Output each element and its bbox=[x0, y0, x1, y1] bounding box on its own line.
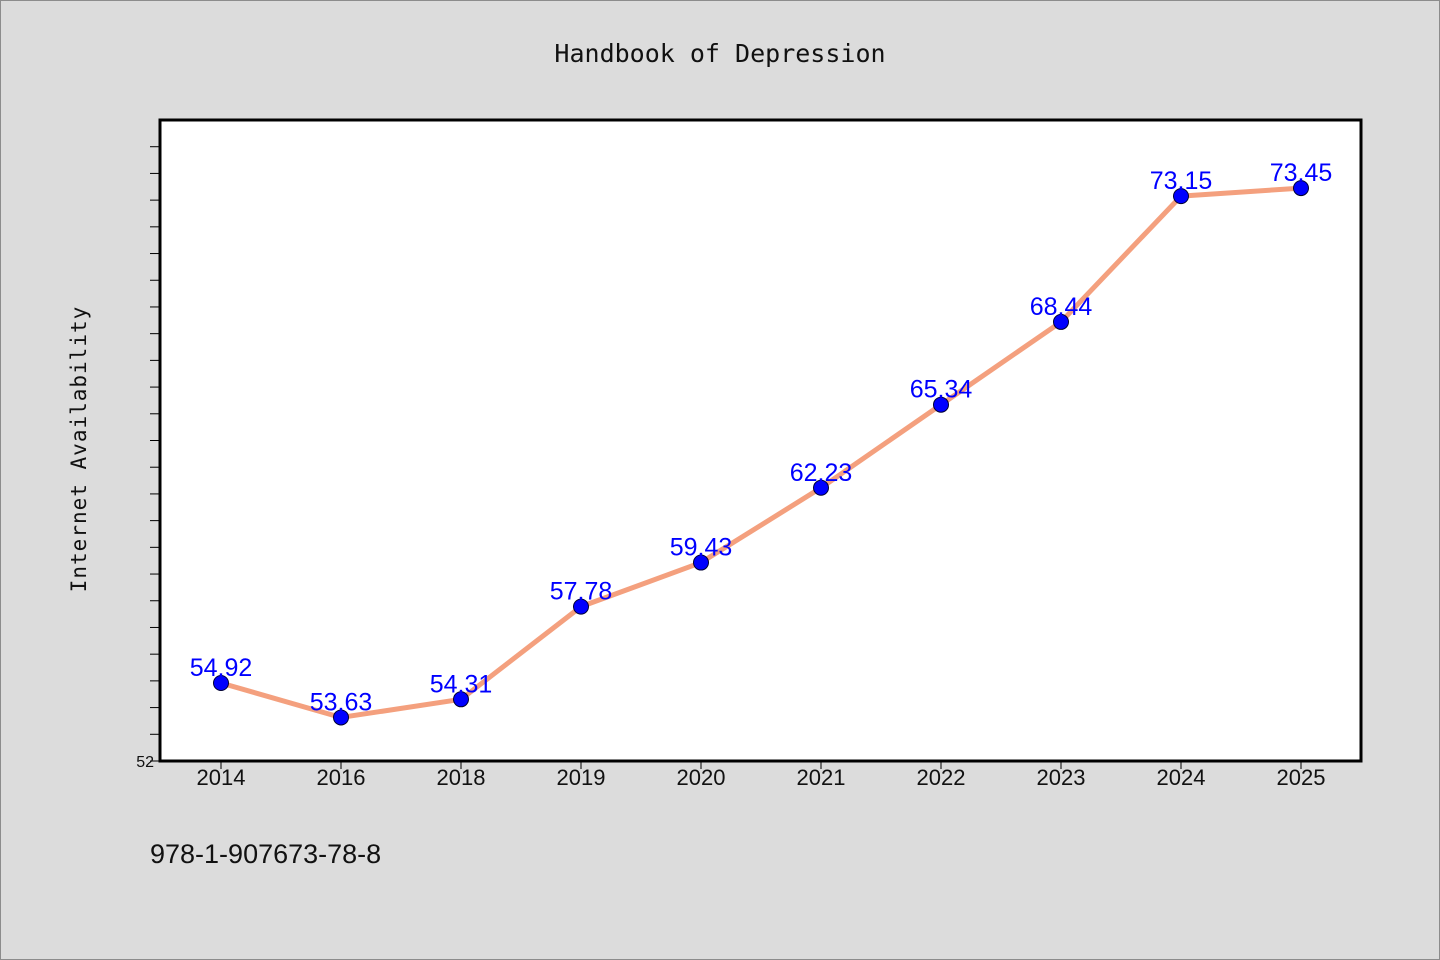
x-tick-label-2018: 2018 bbox=[437, 765, 486, 790]
x-tick-label-2021: 2021 bbox=[797, 765, 846, 790]
x-tick-label-2014: 2014 bbox=[197, 765, 246, 790]
series-line bbox=[218, 185, 1304, 720]
data-point-2024 bbox=[1173, 188, 1189, 205]
data-label-2019: 57.78 bbox=[550, 578, 613, 606]
x-tick-label-2020: 2020 bbox=[677, 765, 726, 790]
x-tick-label-2016: 2016 bbox=[317, 765, 366, 790]
x-tick-label-2022: 2022 bbox=[917, 765, 966, 790]
data-labels: 54.92 53.63 54.31 57.78 59.43 62.23 65.34 68.44… bbox=[190, 159, 1333, 716]
x-tick-label-2025: 2025 bbox=[1277, 765, 1326, 790]
data-label-2016: 53.63 bbox=[310, 688, 373, 716]
x-tick-label-2023: 2023 bbox=[1037, 765, 1086, 790]
data-label-2022: 65.34 bbox=[910, 376, 973, 404]
data-markers bbox=[213, 180, 1309, 726]
data-point-2019 bbox=[573, 598, 589, 615]
data-point-2021 bbox=[813, 479, 829, 496]
x-axis-ticks: 2014 2016 2018 2019 2020 2021 2022 2023 2024 2025 bbox=[197, 761, 1326, 790]
data-label-2020: 59.43 bbox=[670, 534, 733, 562]
x-tick-label-2024: 2024 bbox=[1157, 765, 1206, 790]
plot-area bbox=[158, 118, 1363, 763]
data-label-2021: 62.23 bbox=[790, 459, 853, 487]
data-label-2014: 54.92 bbox=[190, 654, 253, 682]
x-tick-label-2019: 2019 bbox=[557, 765, 606, 790]
data-label-2024: 73.15 bbox=[1150, 167, 1213, 195]
y-axis-label: Internet Availability bbox=[67, 306, 91, 593]
data-point-2023 bbox=[1053, 313, 1069, 330]
data-point-2020 bbox=[693, 554, 709, 571]
chart-title: Handbook of Depression bbox=[554, 39, 885, 68]
data-label-2025: 73.45 bbox=[1270, 159, 1333, 187]
isbn-text: 978-1-907673-78-8 bbox=[150, 839, 381, 869]
data-point-2022 bbox=[933, 396, 949, 413]
data-point-2016 bbox=[333, 709, 349, 726]
data-label-2018: 54.31 bbox=[430, 670, 493, 698]
y-axis-ticks bbox=[150, 146, 160, 762]
data-label-2023: 68.44 bbox=[1030, 293, 1093, 321]
data-point-2018 bbox=[453, 691, 469, 708]
data-point-2014 bbox=[213, 675, 229, 692]
y-tick-label-52: 52 bbox=[136, 754, 154, 771]
data-point-2025 bbox=[1293, 180, 1309, 197]
